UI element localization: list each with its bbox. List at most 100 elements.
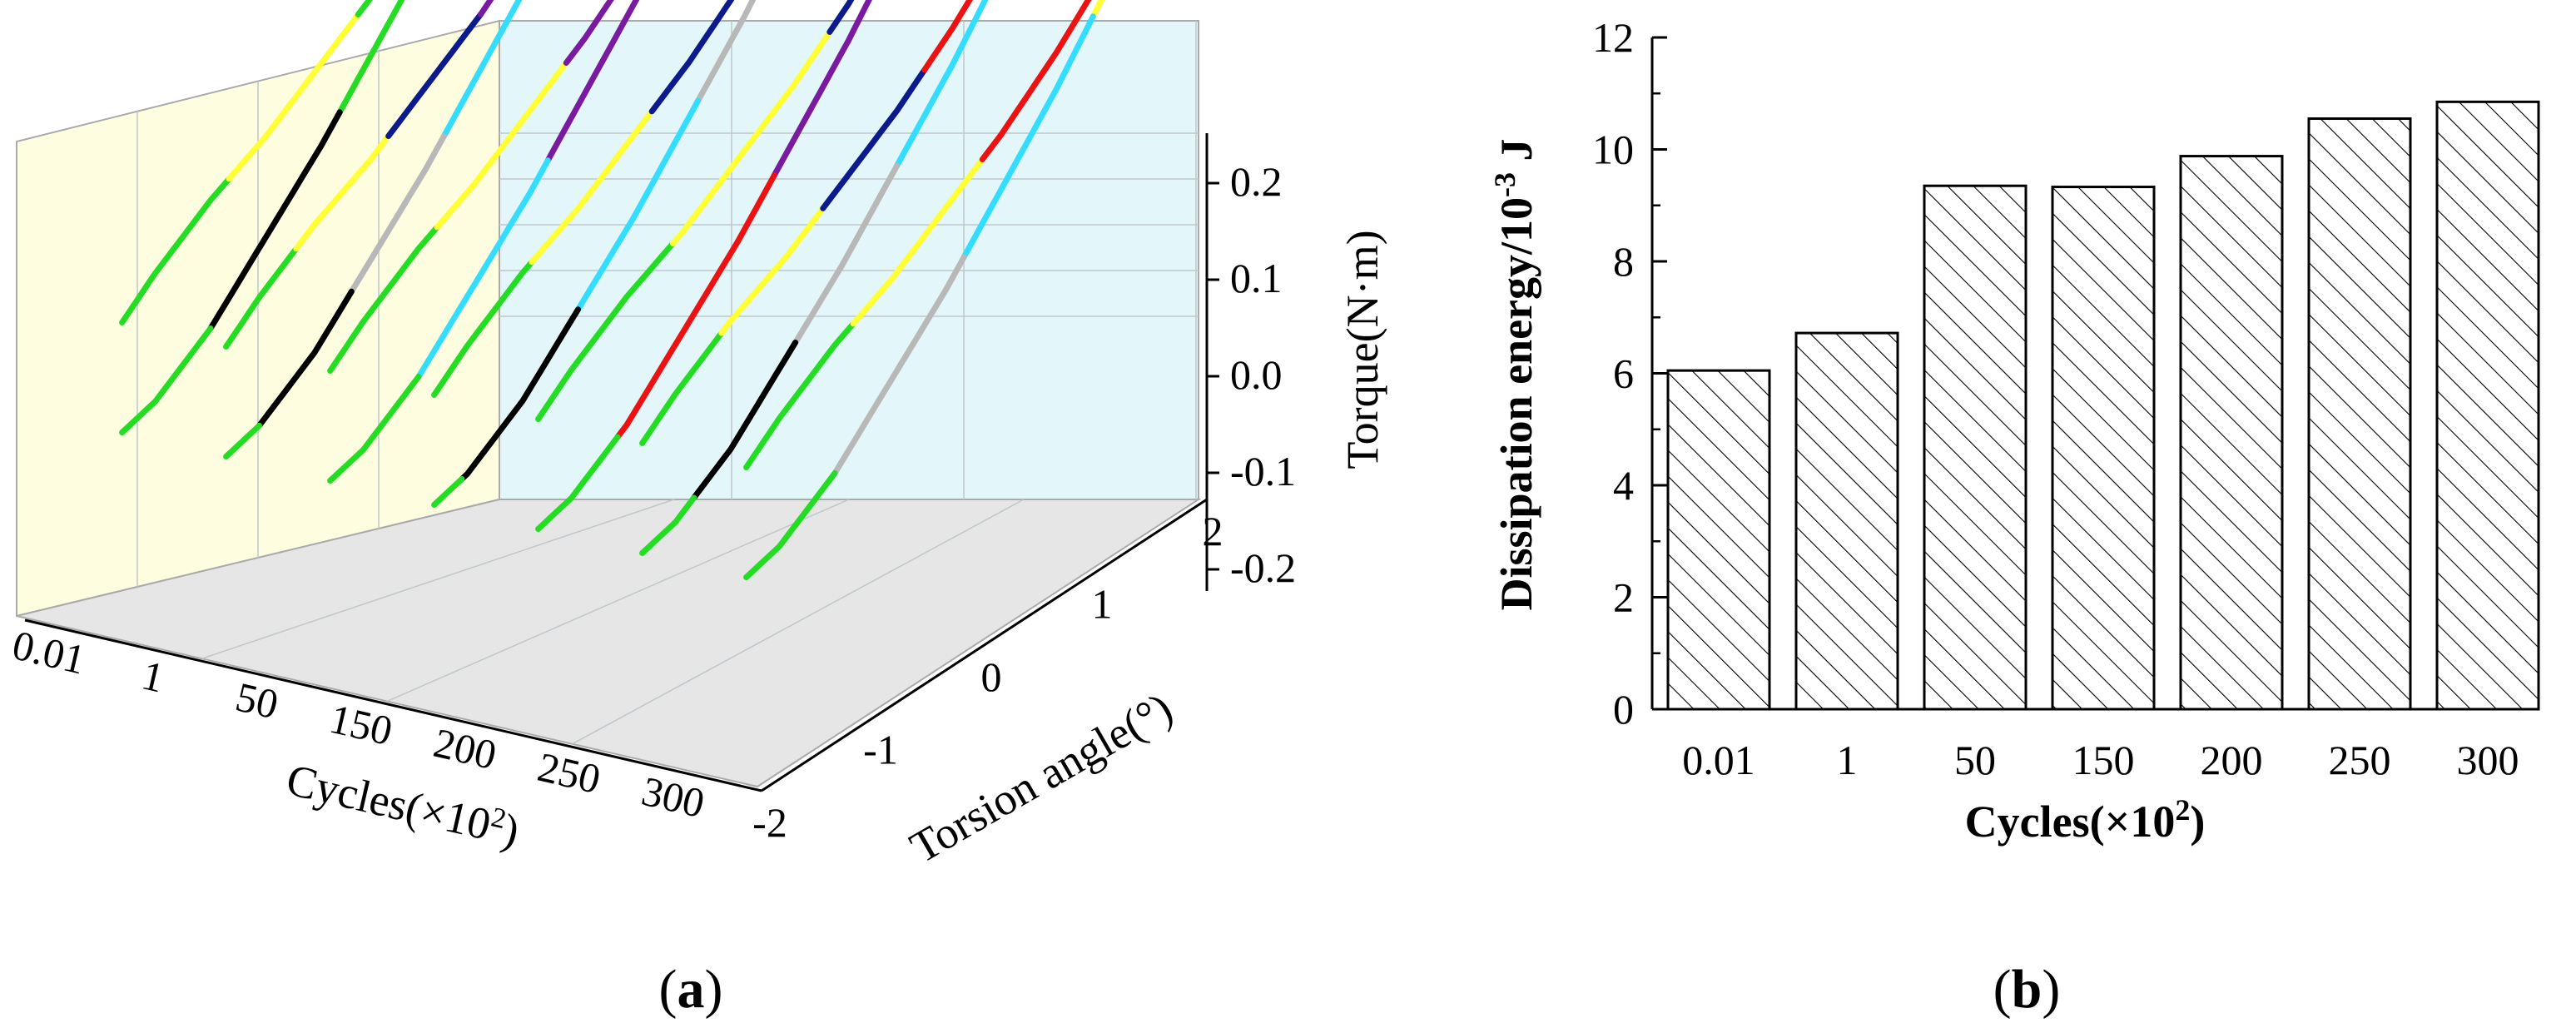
panel-b-letter: b — [2012, 959, 2042, 1020]
loop-segment-50 — [563, 0, 614, 66]
loop-segment-300 — [743, 470, 838, 580]
grid-line — [201, 499, 675, 659]
panel-a-3d-chart: 0.01 1 50 150 200 250 300 -2-10120.20.10.0-0.1-… — [8, 0, 1387, 1020]
loop-segment-0.01 — [336, 0, 405, 116]
loop-segment-250 — [639, 330, 725, 446]
loop-segment-250 — [691, 340, 799, 501]
loop-segment-1 — [293, 133, 392, 252]
loop-segment-250 — [718, 205, 826, 336]
loop-segment-50 — [327, 224, 440, 374]
bar-y-axis-title-text: Dissipation energy/10 — [1491, 197, 1541, 611]
bar-50 — [1923, 184, 2028, 711]
angle-tick-label: -2 — [752, 799, 787, 846]
bar-x-tick-label: 50 — [1954, 737, 1996, 783]
angle-tick-label: 0 — [981, 653, 1002, 700]
bars: 0.01 1 50 150 200 250 300 — [1666, 100, 2540, 783]
loop-segment-1 — [256, 288, 355, 429]
bar-x-axis-title-text: Cycles — [1965, 797, 2090, 847]
loop-segment-1 — [223, 246, 300, 350]
loop-segment-1 — [440, 0, 523, 140]
loop-segment-0.01 — [226, 12, 361, 182]
bar-x-tick-label: 250 — [2329, 737, 2391, 783]
loop-segment-150 — [695, 0, 757, 104]
bar-x-axis-title-open: (×10 — [2090, 797, 2176, 847]
cycles-tick-label: 50 — [231, 673, 282, 728]
hysteresis-loops — [119, 0, 1105, 580]
loop-segment-150 — [431, 259, 535, 398]
loop-segment-1 — [385, 11, 484, 139]
torque-axis-title: Torque(N·m) — [1338, 230, 1387, 469]
torque-tick-label: 0.0 — [1230, 351, 1283, 398]
loop-segment-300 — [979, 0, 1092, 162]
bar-y-tick-label: 12 — [1592, 14, 1634, 61]
loop-segment-0.01 — [207, 109, 343, 331]
bar-y-tick-label: 8 — [1613, 238, 1634, 285]
loop-segment-250 — [820, 67, 928, 211]
loop-segment-250 — [894, 0, 989, 169]
torque-tick-label: 0.2 — [1230, 158, 1283, 205]
grid-line — [386, 499, 850, 703]
angle-axis-line — [761, 498, 1208, 792]
bar-150 — [2051, 186, 2156, 711]
bar-ticks: 0 2 4 6 8 10 12 — [1592, 14, 1667, 733]
bar-y-tick-label: 10 — [1592, 127, 1634, 173]
panel-b-label: (b) — [1993, 959, 2061, 1020]
loop-segment-50 — [415, 157, 551, 380]
cycles-axis-line — [24, 618, 762, 792]
cycles-tick-label: 1 — [137, 651, 168, 701]
loop-segment-0.01 — [119, 176, 232, 325]
loop-segment-1 — [223, 422, 262, 459]
bar-x-tick-label: 0.01 — [1682, 737, 1755, 783]
loop-segment-50 — [434, 60, 569, 231]
bar-x-tick-label: 150 — [2072, 737, 2135, 783]
loop-segment-150 — [459, 306, 581, 482]
loop-segment-150 — [575, 97, 702, 313]
loop-segment-200 — [669, 28, 833, 246]
loop-segment-300 — [850, 156, 985, 327]
panel-a-letter: a — [678, 959, 705, 1020]
loop-segment-300 — [743, 320, 856, 470]
loop-segment-1 — [478, 0, 494, 17]
bar-250 — [2307, 117, 2412, 711]
loop-segment-0.01 — [355, 0, 373, 17]
loop-segment-300 — [831, 254, 967, 476]
loop-segment-50 — [544, 0, 640, 164]
bar-x-tick-label: 300 — [2457, 737, 2519, 783]
loop-segment-250 — [921, 0, 974, 73]
angle-tick-label: 1 — [1092, 581, 1113, 628]
loop-segment-0.01 — [119, 325, 214, 435]
bar-0.01 — [1666, 369, 1771, 711]
loop-segment-150 — [529, 108, 655, 266]
back-wall — [499, 20, 1199, 500]
panel-a-label: (a) — [659, 959, 723, 1020]
bar-x-axis-title-close: ) — [2190, 797, 2205, 847]
bar-300 — [2435, 100, 2540, 711]
torque-tick-label: -0.1 — [1230, 448, 1296, 494]
bar-y-axis-title: Dissipation energy/10-3 J — [1488, 138, 1541, 610]
loop-segment-1 — [348, 133, 447, 295]
bar-x-axis-title: Cycles(×102) — [1965, 793, 2206, 847]
bar-y-tick-label: 6 — [1613, 350, 1634, 397]
bar-y-tick-label: 0 — [1613, 686, 1634, 733]
bar-y-tick-label: 4 — [1613, 462, 1634, 509]
angle-tick-label: -1 — [863, 727, 898, 773]
loop-segment-50 — [327, 374, 422, 484]
bar-y-axis-title-sup: -3 — [1488, 172, 1521, 197]
angle-axis-title: Torsion angle(°) — [901, 683, 1180, 872]
bar-x-axis-title-sup: 2 — [2175, 793, 2190, 827]
bar-x-tick-label: 1 — [1837, 737, 1858, 783]
bar-200 — [2179, 155, 2284, 711]
loop-segment-150 — [648, 0, 735, 115]
bar-x-tick-label: 200 — [2201, 737, 2263, 783]
loop-segment-300 — [960, 13, 1096, 261]
loop-segment-150 — [431, 476, 465, 508]
loop-segment-300 — [1089, 0, 1105, 20]
loop-segment-200 — [614, 172, 777, 440]
bar-y-tick-label: 2 — [1613, 574, 1634, 621]
torque-tick-label: 0.1 — [1230, 255, 1283, 301]
bar-y-axis-title-unit: J — [1491, 138, 1541, 172]
bar-1 — [1794, 331, 1899, 711]
loop-segment-200 — [771, 0, 872, 178]
